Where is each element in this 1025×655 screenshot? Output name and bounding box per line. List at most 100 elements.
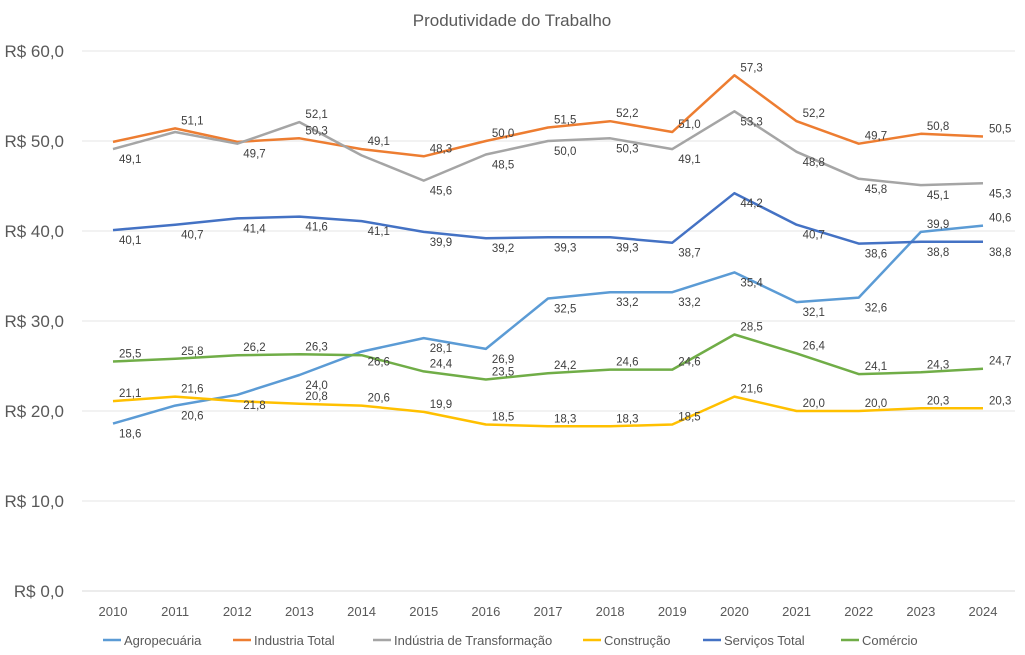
y-tick-label: R$ 10,0 [4,492,64,511]
data-label: 45,6 [430,186,452,198]
data-label: 50,3 [616,143,638,155]
x-tick-label: 2015 [409,604,438,619]
data-label: 50,3 [305,125,327,137]
data-label: 49,1 [368,136,390,148]
data-label: 20,3 [989,395,1011,407]
data-label: 26,6 [368,357,390,369]
data-label: 20,6 [181,411,203,423]
data-label: 40,7 [803,230,825,242]
data-label: 38,6 [865,249,887,261]
x-tick-label: 2024 [969,604,998,619]
data-label: 18,6 [119,429,141,441]
data-label: 38,8 [989,247,1011,259]
series-line-4 [112,191,983,245]
data-label: 21,1 [119,388,141,400]
y-tick-label: R$ 30,0 [4,312,64,331]
legend-label: Construção [604,633,670,648]
data-label: 18,5 [492,412,514,424]
data-label: 18,3 [554,413,576,425]
series-line-0 [112,224,984,425]
data-label: 44,2 [740,198,762,210]
data-label: 35,4 [740,277,763,289]
x-tick-label: 2013 [285,604,314,619]
data-label: 24,3 [927,359,949,371]
data-label: 39,9 [430,237,452,249]
data-label: 18,3 [616,413,638,425]
data-label: 20,0 [803,398,825,410]
data-label: 50,5 [989,124,1011,136]
x-tick-label: 2018 [596,604,625,619]
legend-label: Agropecuária [124,633,202,648]
x-tick-label: 2017 [534,604,563,619]
data-label: 32,6 [865,303,887,315]
data-label: 24,0 [305,380,327,392]
x-tick-label: 2023 [906,604,935,619]
x-tick-label: 2016 [471,604,500,619]
data-label: 49,1 [119,154,141,166]
data-label: 41,1 [368,226,390,238]
data-label: 52,2 [803,108,825,120]
data-label: 50,0 [492,128,514,140]
data-label: 40,7 [181,230,203,242]
data-label: 20,3 [927,395,949,407]
data-label: 28,1 [430,343,452,355]
data-label: 21,6 [181,384,203,396]
data-label: 23,5 [492,367,514,379]
data-label: 32,5 [554,304,576,316]
y-tick-label: R$ 0,0 [14,582,64,601]
data-label: 26,9 [492,354,514,366]
data-label: 24,1 [865,361,887,373]
x-tick-label: 2019 [658,604,687,619]
series-line-3 [112,395,983,428]
x-tick-label: 2011 [161,604,189,619]
data-label: 21,8 [243,400,265,412]
legend-label: Serviços Total [724,633,805,648]
data-label: 52,1 [305,109,327,121]
data-label: 48,3 [430,143,452,155]
data-label: 39,9 [927,219,949,231]
data-label: 21,6 [740,384,762,396]
data-label: 39,3 [616,242,638,254]
y-tick-label: R$ 60,0 [4,42,64,61]
data-label: 24,4 [430,358,453,370]
series-line-2 [112,110,984,187]
data-label: 57,3 [740,62,762,74]
data-label: 25,8 [181,346,203,358]
data-label: 51,1 [181,115,203,127]
legend-label: Comércio [862,633,918,648]
data-label: 32,1 [803,307,825,319]
data-label: 48,5 [492,160,514,172]
data-label: 33,2 [678,297,700,309]
data-label: 24,7 [989,356,1011,368]
data-label: 48,8 [803,157,825,169]
x-tick-label: 2022 [844,604,873,619]
data-label: 26,3 [305,341,327,353]
x-tick-label: 2010 [99,604,128,619]
data-label: 45,3 [989,188,1011,200]
data-label: 49,7 [865,131,887,143]
data-label: 53,3 [740,116,762,128]
x-tick-label: 2012 [223,604,252,619]
data-label: 24,2 [554,360,576,372]
data-label: 20,0 [865,398,887,410]
data-label: 26,2 [243,342,265,354]
data-label: 18,5 [678,412,700,424]
series-line-5 [112,333,984,381]
data-label: 28,5 [740,322,762,334]
data-label: 38,8 [927,247,949,259]
data-label: 20,8 [305,391,327,403]
series-line-1 [112,74,984,158]
data-label: 49,1 [678,154,700,166]
data-label: 52,2 [616,108,638,120]
data-label: 51,5 [554,115,576,127]
data-label: 24,6 [616,357,638,369]
data-label: 41,6 [305,222,327,234]
y-tick-label: R$ 50,0 [4,132,64,151]
data-label: 50,0 [554,146,576,158]
data-label: 50,8 [927,121,949,133]
data-label: 39,3 [554,242,576,254]
x-tick-label: 2020 [720,604,749,619]
data-label: 33,2 [616,297,638,309]
